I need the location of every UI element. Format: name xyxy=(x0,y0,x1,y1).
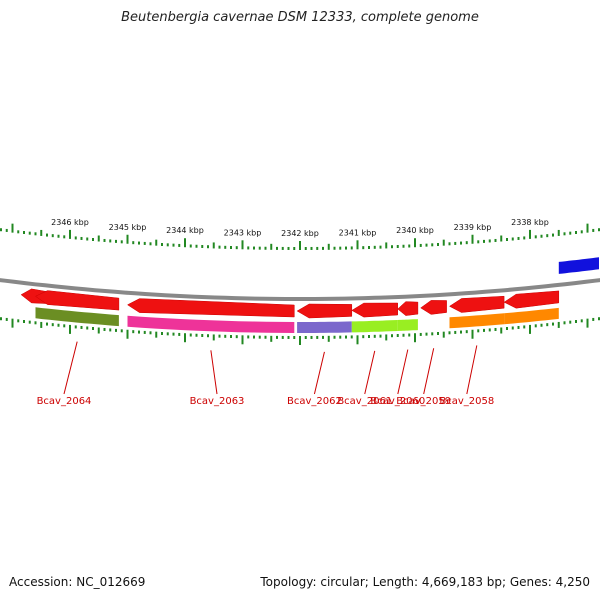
label-leader-line xyxy=(423,348,435,395)
reverse-gene-arrow xyxy=(127,298,295,318)
gene-label: Bcav_2059 xyxy=(396,396,451,407)
gene-label: Bcav_2061 xyxy=(337,396,392,407)
reverse-strand-genes xyxy=(20,288,560,319)
scale-label: 2346 kbp xyxy=(51,218,89,227)
cog-bar xyxy=(504,307,559,325)
scale-ticks-bottom xyxy=(0,317,600,345)
label-leader-line xyxy=(313,351,325,395)
cog-bar xyxy=(397,319,418,331)
topology-text: Topology: circular; Length: 4,669,183 bp… xyxy=(260,575,590,589)
reverse-gene-arrow xyxy=(351,302,398,318)
label-leader-line xyxy=(210,350,218,395)
map-title: Beutenbergia cavernae DSM 12333, complet… xyxy=(121,10,479,25)
scale-label: 2343 kbp xyxy=(224,228,262,237)
scale-label: 2339 kbp xyxy=(454,223,492,232)
forward-gene-arrow xyxy=(558,257,599,274)
gene-label: Bcav_2060 xyxy=(370,396,425,407)
scale-ticks-top xyxy=(0,223,600,250)
scale-label: 2338 kbp xyxy=(511,218,549,227)
reverse-gene-arrow xyxy=(35,290,120,311)
scale-label: 2341 kbp xyxy=(339,228,377,237)
reverse-gene-arrow xyxy=(420,300,447,315)
gene-labels: Bcav_2064 Bcav_2063 Bcav_2062Bcav_2061Bcav… xyxy=(37,341,494,407)
cog-bar xyxy=(127,315,295,333)
cog-bar xyxy=(449,313,505,329)
accession-text: Accession: NC_012669 xyxy=(9,575,146,589)
label-leader-line xyxy=(397,349,409,395)
gene-label: Bcav_2063 xyxy=(190,396,245,407)
reverse-gene-arrow xyxy=(397,301,419,316)
scale-label: 2344 kbp xyxy=(166,226,204,235)
scale-label: 2340 kbp xyxy=(396,226,434,235)
gene-label: Bcav_2058 xyxy=(439,396,494,407)
gene-label: Bcav_2062 xyxy=(287,396,342,407)
forward-strand-genes xyxy=(558,257,599,274)
label-leader-line xyxy=(63,341,78,395)
reverse-gene-arrow xyxy=(449,295,505,313)
cog-category-bars xyxy=(35,307,559,333)
label-leader-line xyxy=(466,345,478,395)
gene-label: Bcav_2064 xyxy=(37,396,92,407)
reverse-gene-arrow xyxy=(503,290,560,309)
cog-bar xyxy=(297,321,352,333)
scale-label: 2345 kbp xyxy=(109,223,147,232)
cog-bar xyxy=(351,320,398,333)
genome-backbone xyxy=(0,278,600,301)
cog-bar xyxy=(35,307,119,327)
scale-labels: 2346 kbp 2345 kbp 2344 kbp 2343 kbp 2342 kbp… xyxy=(51,218,549,238)
label-leader-line xyxy=(364,350,376,395)
reverse-gene-arrow xyxy=(296,303,353,319)
scale-label: 2342 kbp xyxy=(281,229,319,238)
